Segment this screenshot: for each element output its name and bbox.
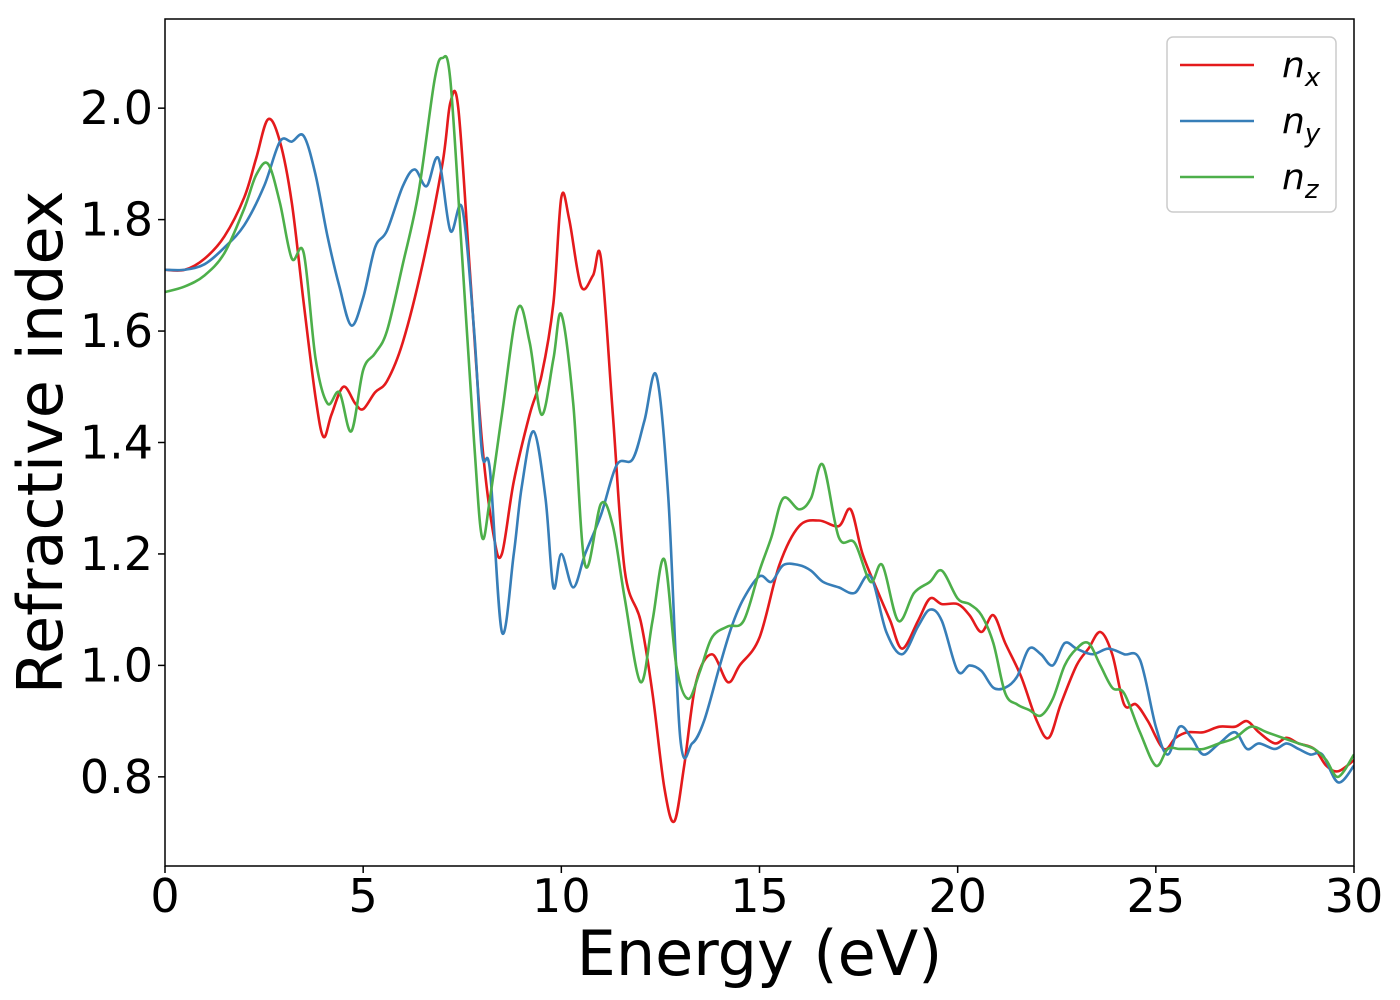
x-tick-label: 0 [150, 869, 179, 923]
legend-label-z: nz [1282, 157, 1320, 205]
legend-label-x: nx [1282, 45, 1321, 93]
legend-label-base: n [1282, 45, 1305, 86]
series-line-z [165, 54, 1354, 779]
legend-label-base: n [1282, 101, 1305, 142]
x-axis: 0 5 10 15 20 25 30 [150, 866, 1383, 923]
y-tick-label: 2.0 [80, 81, 153, 135]
series-line-y [165, 133, 1354, 784]
y-axis: 0.8 1.0 1.2 1.4 1.6 1.8 2.0 [80, 81, 165, 804]
x-tick-label: 5 [349, 869, 378, 923]
x-tick-label: 25 [1127, 869, 1186, 923]
y-axis-title: Refractive index [4, 191, 77, 695]
legend-label-subscript: z [1304, 175, 1320, 205]
x-tick-label: 15 [730, 869, 789, 923]
legend-label-subscript: y [1304, 119, 1321, 149]
y-tick-label: 1.6 [80, 304, 153, 358]
plot-area [165, 54, 1354, 824]
legend-label-y: ny [1282, 101, 1321, 149]
y-tick-label: 1.2 [80, 527, 153, 581]
legend-box [1166, 36, 1337, 213]
y-tick-label: 1.8 [80, 193, 153, 247]
y-tick-label: 0.8 [80, 750, 153, 804]
y-tick-label: 1.4 [80, 416, 153, 470]
legend-label-subscript: x [1304, 63, 1321, 93]
x-axis-title: Energy (eV) [577, 917, 943, 990]
legend-label-base: n [1282, 157, 1305, 198]
y-tick-label: 1.0 [80, 638, 153, 692]
x-tick-label: 30 [1325, 869, 1384, 923]
x-tick-label: 20 [928, 869, 987, 923]
x-tick-label: 10 [532, 869, 591, 923]
